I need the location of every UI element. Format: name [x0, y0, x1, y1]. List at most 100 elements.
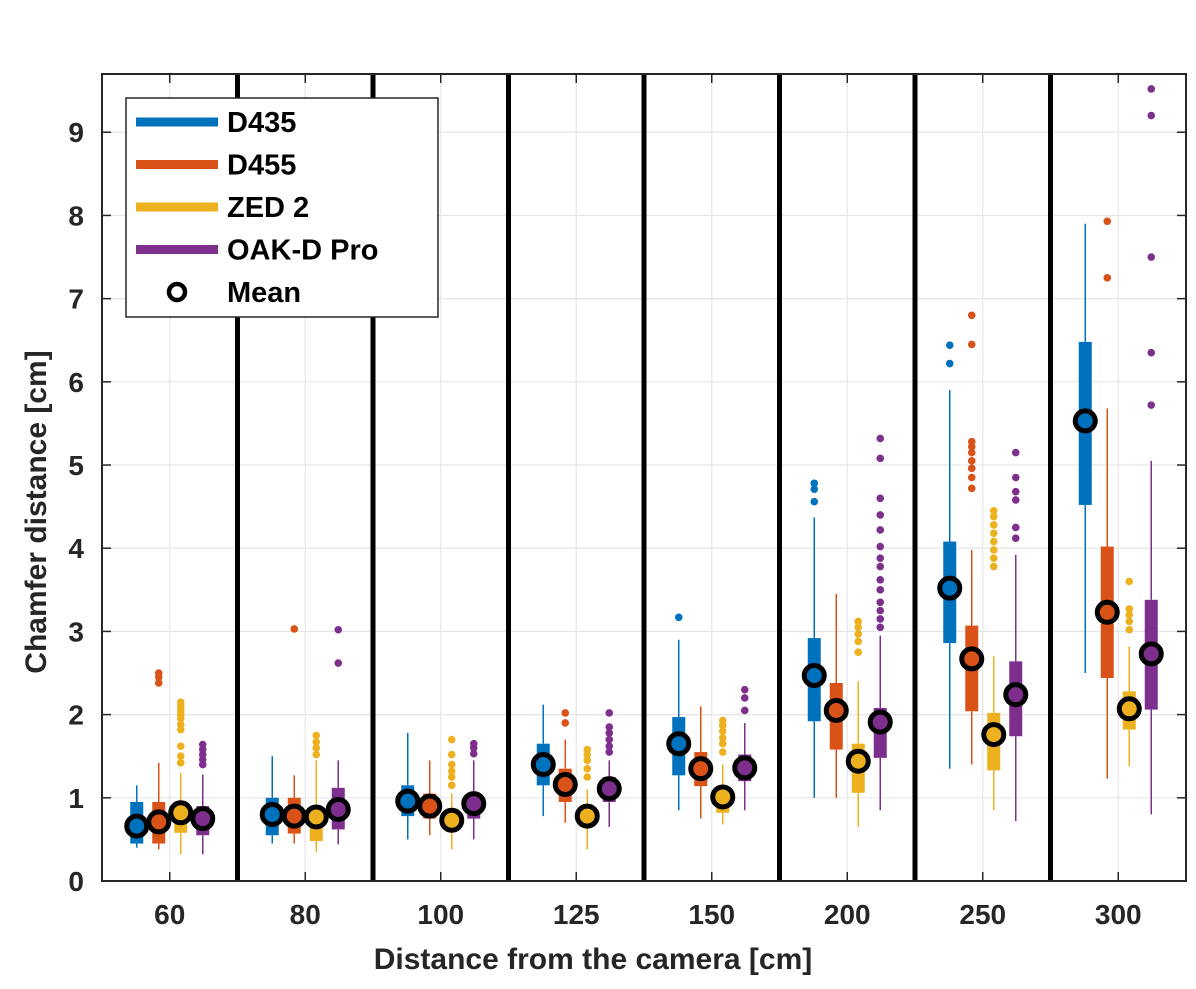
- mean-marker: [259, 801, 285, 827]
- outlier-point: [447, 767, 456, 775]
- outlier-point: [176, 720, 185, 729]
- outlier-point: [1125, 625, 1134, 634]
- outlier-point: [605, 742, 614, 751]
- mean-marker: [1116, 696, 1142, 722]
- outlier-point: [854, 617, 863, 626]
- outlier-point: [447, 773, 456, 781]
- outlier-point: [876, 511, 885, 519]
- outlier-point: [854, 637, 863, 646]
- outlier-point: [334, 625, 343, 634]
- mean-marker: [146, 809, 172, 835]
- x-tick-label: 250: [959, 899, 1006, 930]
- outlier-point: [1147, 111, 1156, 120]
- outlier-point: [989, 546, 998, 554]
- mean-marker: [1138, 641, 1164, 667]
- legend-label: ZED 2: [227, 192, 309, 224]
- outlier-point: [967, 457, 976, 465]
- outlier-point: [198, 740, 207, 749]
- x-axis-ticks: 60 80 100 125 150 200 250 300: [154, 74, 1142, 930]
- outlier-point: [945, 341, 954, 350]
- outlier-point: [740, 694, 749, 702]
- outlier-point: [876, 623, 885, 632]
- mean-marker: [867, 709, 893, 735]
- outlier-point: [605, 723, 614, 731]
- mean-marker: [1003, 682, 1029, 708]
- outlier-point: [674, 613, 683, 622]
- legend-mean-marker: [166, 281, 188, 303]
- x-tick-label: 60: [154, 899, 185, 930]
- y-axis-label: Chamfer distance [cm]: [20, 350, 53, 673]
- mean-marker: [666, 731, 692, 757]
- y-tick-label: 2: [68, 700, 84, 731]
- outlier-point: [876, 586, 885, 594]
- mean-marker: [1094, 599, 1120, 625]
- outlier-point: [876, 526, 885, 534]
- outlier-point: [447, 735, 456, 744]
- mean-marker: [439, 807, 465, 833]
- outlier-point: [605, 748, 614, 756]
- outlier-point: [876, 454, 885, 463]
- outlier-point: [1125, 605, 1134, 613]
- outlier-point: [176, 752, 185, 761]
- outlier-point: [854, 623, 863, 632]
- plot-frame: [101, 73, 1187, 882]
- outlier-point: [740, 706, 749, 715]
- outlier-point: [583, 773, 592, 781]
- outlier-point: [989, 512, 998, 521]
- legend-label: Mean: [227, 277, 301, 309]
- outlier-point: [1103, 217, 1112, 226]
- y-axis-ticks: 0 1 2 3 4 5 6 7 8 9: [68, 117, 1186, 897]
- outlier-point: [967, 340, 976, 349]
- outlier-point: [1147, 401, 1156, 409]
- mean-marker: [461, 791, 487, 817]
- outlier-point: [876, 542, 885, 551]
- outlier-point: [876, 494, 885, 503]
- outlier-point: [989, 554, 998, 562]
- outlier-point: [989, 529, 998, 538]
- y-tick-label: 0: [68, 866, 84, 897]
- outlier-point: [154, 679, 163, 687]
- outlier-point: [876, 562, 885, 571]
- outlier-point: [1011, 523, 1020, 532]
- outlier-point: [1147, 348, 1156, 357]
- mean-marker: [395, 788, 421, 814]
- outlier-point: [561, 719, 570, 727]
- mean-markers: [124, 408, 1164, 839]
- outlier-point: [1103, 274, 1112, 282]
- mean-marker: [823, 697, 849, 723]
- outlier-point: [876, 598, 885, 607]
- outlier-point: [718, 734, 727, 742]
- mean-marker: [168, 800, 194, 826]
- outlier-point: [469, 749, 478, 758]
- mean-marker: [596, 776, 622, 802]
- outlier-point: [1125, 617, 1134, 626]
- outlier-point: [290, 625, 299, 633]
- outlier-point: [876, 576, 885, 584]
- outlier-point: [312, 731, 321, 740]
- outlier-point: [583, 756, 592, 765]
- outlier-point: [583, 764, 592, 773]
- mean-marker: [710, 784, 736, 810]
- mean-marker: [732, 755, 758, 781]
- outlier-point: [447, 750, 456, 759]
- y-tick-label: 3: [68, 616, 84, 647]
- x-tick-label: 200: [824, 899, 871, 930]
- y-tick-label: 7: [68, 284, 84, 315]
- outlier-point: [312, 750, 321, 759]
- outlier-point: [967, 437, 976, 446]
- mean-marker: [801, 663, 827, 689]
- mean-marker: [574, 803, 600, 829]
- outlier-point: [989, 537, 998, 546]
- mean-marker: [552, 771, 578, 797]
- outlier-point: [967, 311, 976, 320]
- outlier-point: [176, 759, 185, 767]
- outlier-point: [740, 685, 749, 694]
- outlier-point: [605, 735, 614, 744]
- outlier-point: [718, 739, 727, 748]
- outlier-point: [1125, 610, 1134, 619]
- outlier-point: [989, 506, 998, 515]
- outlier-point: [718, 727, 727, 736]
- outlier-point: [876, 606, 885, 615]
- outlier-point: [1147, 253, 1156, 261]
- x-axis-label: Distance from the camera [cm]: [374, 943, 813, 976]
